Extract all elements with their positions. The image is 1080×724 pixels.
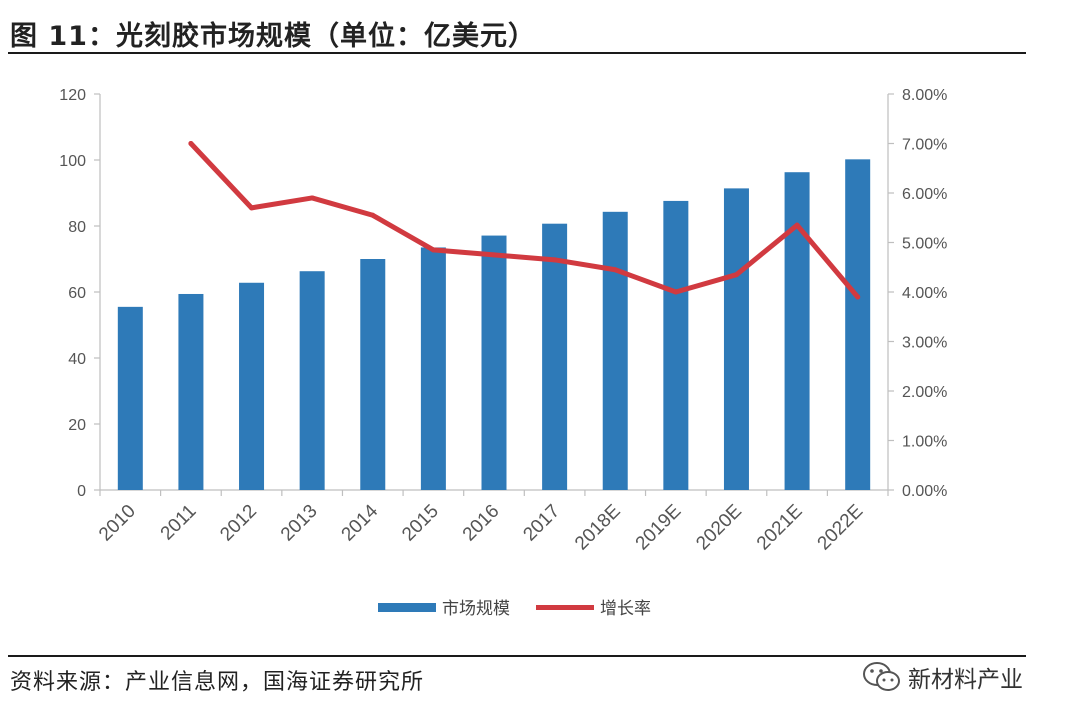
- legend-label-line: 增长率: [600, 599, 651, 618]
- growth-rate-point: [552, 257, 558, 263]
- y-right-tick-label: 0.00%: [902, 483, 947, 500]
- y-left-tick-label: 120: [59, 87, 86, 104]
- x-tick-label: 2021E: [753, 501, 807, 555]
- bar: [360, 259, 386, 490]
- growth-rate-point: [673, 289, 679, 295]
- growth-rate-point: [309, 195, 315, 201]
- growth-rate-point: [794, 222, 800, 228]
- x-tick-label: 2018E: [571, 501, 625, 555]
- x-tick-label: 2010: [95, 501, 140, 546]
- growth-rate-point: [491, 252, 497, 258]
- y-right-tick-label: 2.00%: [902, 384, 947, 401]
- growth-rate-line: [188, 141, 861, 300]
- bar: [420, 247, 446, 490]
- y-right-tick-label: 3.00%: [902, 335, 947, 352]
- bar: [663, 200, 689, 491]
- chart: 0 20 40 60 80 100 120 0.00% 1.00% 2.00% 3.00% 4.00%…: [59, 87, 947, 618]
- x-tick-label: 2017: [519, 501, 564, 546]
- bar: [542, 223, 568, 490]
- watermark: 新材料产业: [862, 657, 1023, 697]
- bar: [723, 188, 749, 490]
- x-tick-label: 2014: [338, 500, 383, 545]
- growth-rate-point: [430, 247, 436, 253]
- bar: [239, 282, 265, 490]
- x-tick-label: 2012: [216, 501, 261, 546]
- bar: [481, 235, 507, 490]
- x-tick-label: 2020E: [692, 501, 746, 555]
- bar: [784, 172, 810, 490]
- y-left-tick-label: 60: [68, 285, 86, 302]
- growth-rate-point: [855, 294, 861, 300]
- y-right-tick-label: 5.00%: [902, 236, 947, 253]
- y-left-tick-label: 80: [68, 219, 86, 236]
- source-note: 资料来源：产业信息网，国海证券研究所: [10, 670, 425, 695]
- bar: [299, 271, 325, 490]
- y-left-tick-label: 20: [68, 417, 86, 434]
- bar: [845, 159, 871, 490]
- wechat-icon: [863, 662, 900, 691]
- bar: [178, 293, 204, 490]
- x-tick-label: 2019E: [632, 501, 686, 555]
- x-tick-label: 2013: [277, 501, 322, 546]
- y-right-tick-label: 7.00%: [902, 137, 947, 154]
- y-right-tick-label: 6.00%: [902, 186, 947, 203]
- x-tick-label: 2015: [398, 501, 443, 546]
- growth-rate-point: [733, 272, 739, 278]
- legend-swatch-bar: [378, 603, 436, 612]
- source-rule: [8, 655, 1026, 657]
- growth-rate-point: [612, 267, 618, 273]
- title-rule: [8, 52, 1026, 54]
- y-right-tick-label: 1.00%: [902, 434, 947, 451]
- growth-rate-point: [249, 205, 255, 211]
- bar: [117, 306, 143, 490]
- y-left-tick-label: 0: [77, 483, 86, 500]
- y-right-tick-label: 8.00%: [902, 87, 947, 104]
- growth-rate-point: [188, 141, 194, 146]
- x-tick-label: 2011: [157, 501, 201, 545]
- legend-label-bar: 市场规模: [442, 599, 510, 618]
- growth-rate-point: [370, 212, 376, 218]
- watermark-text: 新材料产业: [908, 667, 1023, 693]
- x-tick-label: 2016: [459, 501, 504, 546]
- y-right-tick-label: 4.00%: [902, 285, 947, 302]
- bar: [602, 211, 628, 490]
- figure-title: 图 11：光刻胶市场规模（单位：亿美元）: [10, 21, 536, 52]
- x-tick-label: 2022E: [814, 501, 868, 555]
- y-left-tick-label: 100: [59, 153, 86, 170]
- y-left-tick-label: 40: [68, 351, 86, 368]
